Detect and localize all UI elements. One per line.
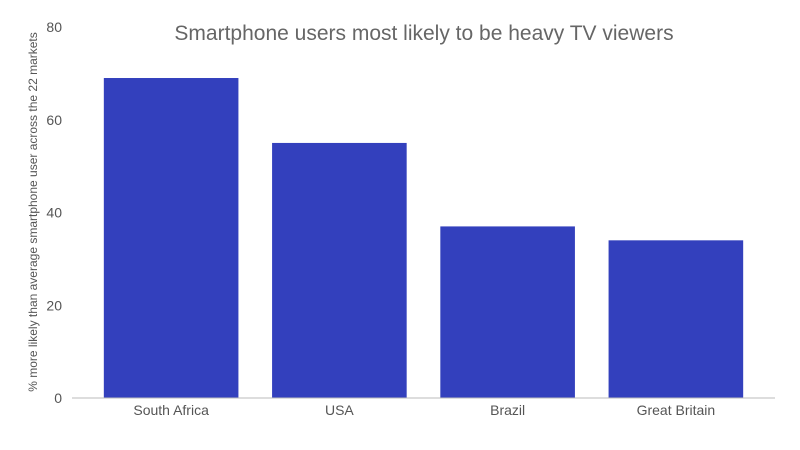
y-axis-ticks: 0 20 40 60 80 — [46, 19, 62, 406]
x-tick-label: South Africa — [133, 402, 209, 418]
bar — [440, 226, 575, 398]
y-tick-label: 20 — [46, 297, 62, 313]
y-axis-label: % more likely than average smartphone us… — [26, 32, 40, 392]
bars-group — [103, 78, 744, 398]
y-tick-label: 60 — [46, 112, 62, 128]
x-tick-label: USA — [325, 402, 354, 418]
x-tick-label: Brazil — [490, 402, 525, 418]
bar — [608, 240, 744, 398]
y-tick-label: 0 — [54, 390, 62, 406]
y-tick-label: 80 — [46, 19, 62, 35]
bar — [272, 142, 407, 398]
y-tick-label: 40 — [46, 205, 62, 221]
bar — [103, 78, 239, 398]
x-tick-label: Great Britain — [637, 402, 716, 418]
x-axis-labels: South Africa USA Brazil Great Britain — [133, 402, 715, 418]
chart-title: Smartphone users most likely to be heavy… — [174, 22, 673, 45]
